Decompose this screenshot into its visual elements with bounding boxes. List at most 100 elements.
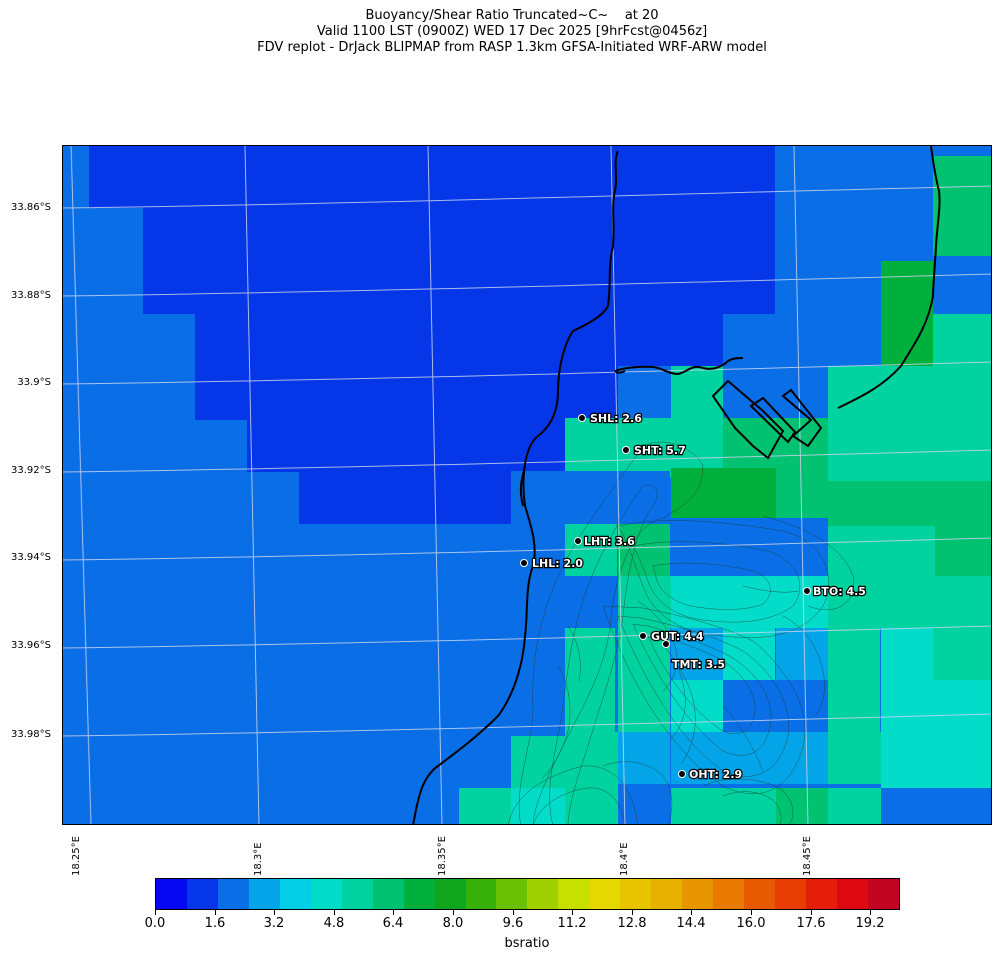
lat-label-33-96: 33.96°S [11,640,51,651]
grid-cell [565,524,617,576]
grid-cell [671,628,723,680]
lat-label-33-88: 33.88°S [11,290,51,301]
colorbar-tick [513,910,514,915]
colorbar-tick-label: 9.6 [502,916,524,931]
station-label: LHL: 2.0 [532,557,583,570]
grid-cell [828,481,940,526]
station-dot[interactable] [520,559,528,567]
grid-cell [618,524,670,576]
grid-cell [883,526,935,628]
title-line-3: FDV replot - DrJack BLIPMAP from RASP 1.… [257,40,767,55]
station-dot[interactable] [803,587,811,595]
station-label: BTO: 4.5 [813,585,866,598]
colorbar-tick [453,910,454,915]
station-gut[interactable]: GUT: 4.4 [639,629,705,644]
lon-label-18-40: 18.4°E [619,842,630,876]
title-line-1: Buoyancy/Shear Ratio Truncated~C~ at 20 [365,8,659,23]
grid-cell [776,788,828,824]
station-label: GUT: 4.4 [651,630,704,643]
station-dot[interactable] [662,640,670,648]
colorbar-tick-label: 8.0 [442,916,464,931]
colorbar-tick [751,910,752,915]
station-lhl[interactable]: LHL: 2.0 [520,556,584,571]
grid-cell [143,208,723,314]
station-dot[interactable] [639,632,647,640]
station-dot[interactable] [622,446,630,454]
colorbar-segment [836,879,868,909]
station-bto[interactable]: BTO: 4.5 [803,584,867,599]
colorbar-segment [156,879,187,909]
grid-cell [881,628,933,680]
station-shl[interactable]: SHL: 2.6 [578,411,643,426]
grid-cell [299,472,511,524]
grid-cell [618,732,670,784]
colorbar-tick [811,910,812,915]
colorbar-segment [186,879,218,909]
graticule [63,146,991,824]
coastline-east [614,146,941,409]
grid-cell [459,788,513,824]
colorbar-tick-label: 3.2 [263,916,285,931]
grid-cell [89,146,775,208]
colorbar-tick-label: 14.4 [676,916,706,931]
colorbar-segment [713,879,745,909]
colorbar-segment [310,879,342,909]
colorbar-segment [744,879,776,909]
terrain-contours [508,441,854,824]
grid-cell [565,576,618,631]
station-dot[interactable] [574,537,582,545]
colorbar-segment [341,879,373,909]
station-label: LHT: 3.6 [584,535,635,548]
colorbar-segment [775,879,807,909]
station-oht[interactable]: OHT: 2.9 [678,767,743,782]
grid-cell [723,158,775,168]
grid-cell [511,736,565,788]
colorbar-tick-label: 4.8 [323,916,345,931]
station-sht[interactable]: SHT: 5.7 [622,443,687,458]
colorbar-tick [334,910,335,915]
grid-cell [776,628,828,680]
grid-cell [933,576,991,628]
title-line-2: Valid 1100 LST (0900Z) WED 17 Dec 2025 [… [316,24,708,39]
colorbar-tick [691,910,692,915]
colorbar-segment [620,879,652,909]
grid-cell [565,628,615,735]
colorbar-segment [806,879,837,909]
lat-label-33-98: 33.98°S [11,729,51,740]
grid-cell [776,468,828,518]
grid-cell [828,680,880,732]
colorbar-segment [279,879,311,909]
station-lht[interactable]: LHT: 3.6 [574,534,636,549]
grid-cell [671,468,776,518]
grid-cell [828,526,885,628]
grid-cell [933,156,991,261]
grid-cell [881,261,933,314]
grid-cell [723,168,775,314]
colorbar-tick-label: 11.2 [557,916,587,931]
colorbar-tick-label: 6.4 [382,916,404,931]
station-label: SHL: 2.6 [590,412,642,425]
lon-label-18-45: 18.45°E [802,836,813,876]
station-dot[interactable] [678,770,686,778]
grid-cell [618,576,671,628]
grid-cell [828,732,881,784]
station-dot[interactable] [578,414,586,422]
bsratio-grid-cells [89,146,991,824]
colorbar-tick [870,910,871,915]
colorbar-tick [572,910,573,915]
colorbar-segment [496,879,528,909]
colorbar-tick [632,910,633,915]
grid-cell [828,628,880,680]
harbour-breakwaters [711,379,823,460]
colorbar-segment [465,879,497,909]
grid-cell [618,366,671,418]
colorbar-segment [589,879,621,909]
map-panel[interactable]: SHL: 2.6 SHT: 5.7 LHT: 3.6 LHL: 2.0 BTO: 4.5… [62,145,992,825]
grid-cell [776,680,828,732]
station-tmt[interactable]: TMT: 3.5 [662,640,726,672]
colorbar-segment [682,879,714,909]
colorbar-tick-label: 12.8 [617,916,647,931]
colorbar-tick-label: 16.0 [736,916,766,931]
colorbar-tick [215,910,216,915]
